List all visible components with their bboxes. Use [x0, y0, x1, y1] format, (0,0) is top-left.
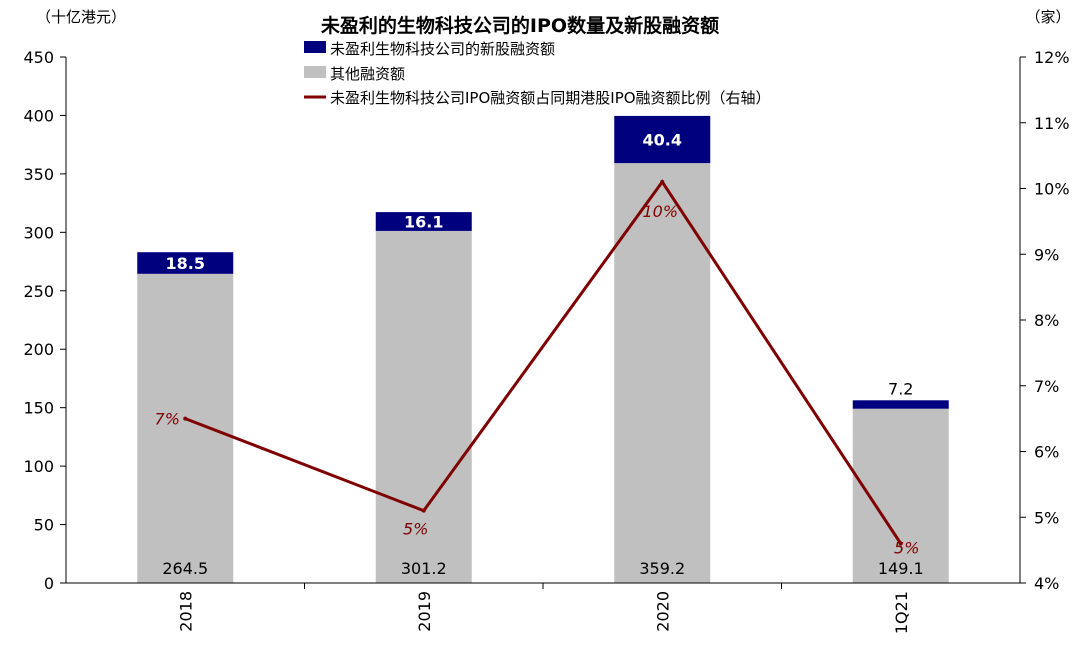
- left-tick-label: 150: [23, 399, 54, 418]
- left-tick-label: 50: [34, 516, 54, 535]
- line-layer: [183, 179, 903, 546]
- ratio-point-2018: [183, 416, 188, 421]
- bars-layer: [137, 115, 949, 583]
- data-label-ratio-2018: 7%: [155, 410, 180, 429]
- data-label-other-2019: 301.2: [401, 559, 447, 578]
- right-tick-label: 11%: [1034, 114, 1070, 133]
- left-axis-unit: （十亿港元）: [36, 8, 126, 26]
- bar-new-share-2018: [137, 252, 234, 274]
- data-label-ratio-1Q21: 5%: [894, 539, 919, 558]
- left-tick-label: 350: [23, 165, 54, 184]
- chart-title: 未盈利的生物科技公司的IPO数量及新股融资额: [320, 14, 719, 37]
- legend-swatch-other: [304, 66, 326, 78]
- bar-other-2018: [137, 273, 234, 583]
- data-label-ratio-2019: 5%: [403, 520, 428, 539]
- right-tick-label: 4%: [1034, 574, 1059, 593]
- data-label-other-2018: 264.5: [162, 559, 208, 578]
- data-label-new-share-1Q21: 7.2: [888, 379, 913, 398]
- legend-label-ratio: 未盈利生物科技公司IPO融资额占同期港股IPO融资额比例（右轴）: [330, 89, 771, 107]
- labels-layer: 264.5 18.5 301.2 16.1 359.2 40.4 149.1 7.2 7% 5% 1…: [155, 131, 924, 578]
- right-tick-label: 6%: [1034, 443, 1059, 462]
- right-tick-label: 8%: [1034, 311, 1059, 330]
- left-tick-label: 250: [23, 282, 54, 301]
- left-tick-label: 0: [44, 574, 54, 593]
- right-tick-label: 5%: [1034, 508, 1059, 527]
- legend-label-new-share: 未盈利生物科技公司的新股融资额: [330, 40, 555, 58]
- ratio-point-2019: [421, 508, 426, 513]
- legend: 未盈利生物科技公司的新股融资额 其他融资额 未盈利生物科技公司IPO融资额占同期…: [304, 40, 771, 107]
- left-tick-label: 300: [23, 223, 54, 242]
- axes-layer: 2018 2019 2020 1Q21 0 50 100 150 200 250 300 350 400…: [23, 48, 1069, 634]
- x-tick-label-1Q21: 1Q21: [892, 591, 911, 634]
- right-tick-label: 12%: [1034, 48, 1070, 67]
- left-tick-label: 200: [23, 340, 54, 359]
- right-tick-label: 7%: [1034, 377, 1059, 396]
- bar-other-2019: [375, 230, 472, 583]
- x-tick-label-2019: 2019: [415, 591, 434, 632]
- data-label-ratio-2020: 10%: [642, 202, 678, 221]
- left-tick-label: 450: [23, 48, 54, 67]
- bar-new-share-2020: [614, 115, 711, 164]
- left-tick-label: 100: [23, 457, 54, 476]
- right-axis-unit: （家）: [1025, 8, 1070, 26]
- right-tick-label: 10%: [1034, 180, 1070, 199]
- ratio-point-2020: [660, 179, 665, 184]
- data-label-other-2020: 359.2: [639, 559, 685, 578]
- data-label-new-share-2020: 40.4: [643, 131, 682, 150]
- x-tick-label-2020: 2020: [653, 591, 672, 632]
- legend-swatch-new-share: [304, 41, 326, 53]
- bar-new-share-1Q21: [852, 400, 949, 409]
- ratio-line: [184, 179, 903, 545]
- legend-label-other: 其他融资额: [330, 65, 405, 83]
- right-tick-label: 9%: [1034, 245, 1059, 264]
- x-tick-label-2018: 2018: [176, 591, 195, 632]
- data-label-new-share-2018: 18.5: [166, 254, 205, 273]
- ratio-point-1Q21: [898, 541, 903, 546]
- bar-new-share-2019: [375, 212, 472, 231]
- data-label-new-share-2019: 16.1: [404, 213, 443, 232]
- data-label-other-1Q21: 149.1: [878, 559, 924, 578]
- left-tick-label: 400: [23, 106, 54, 125]
